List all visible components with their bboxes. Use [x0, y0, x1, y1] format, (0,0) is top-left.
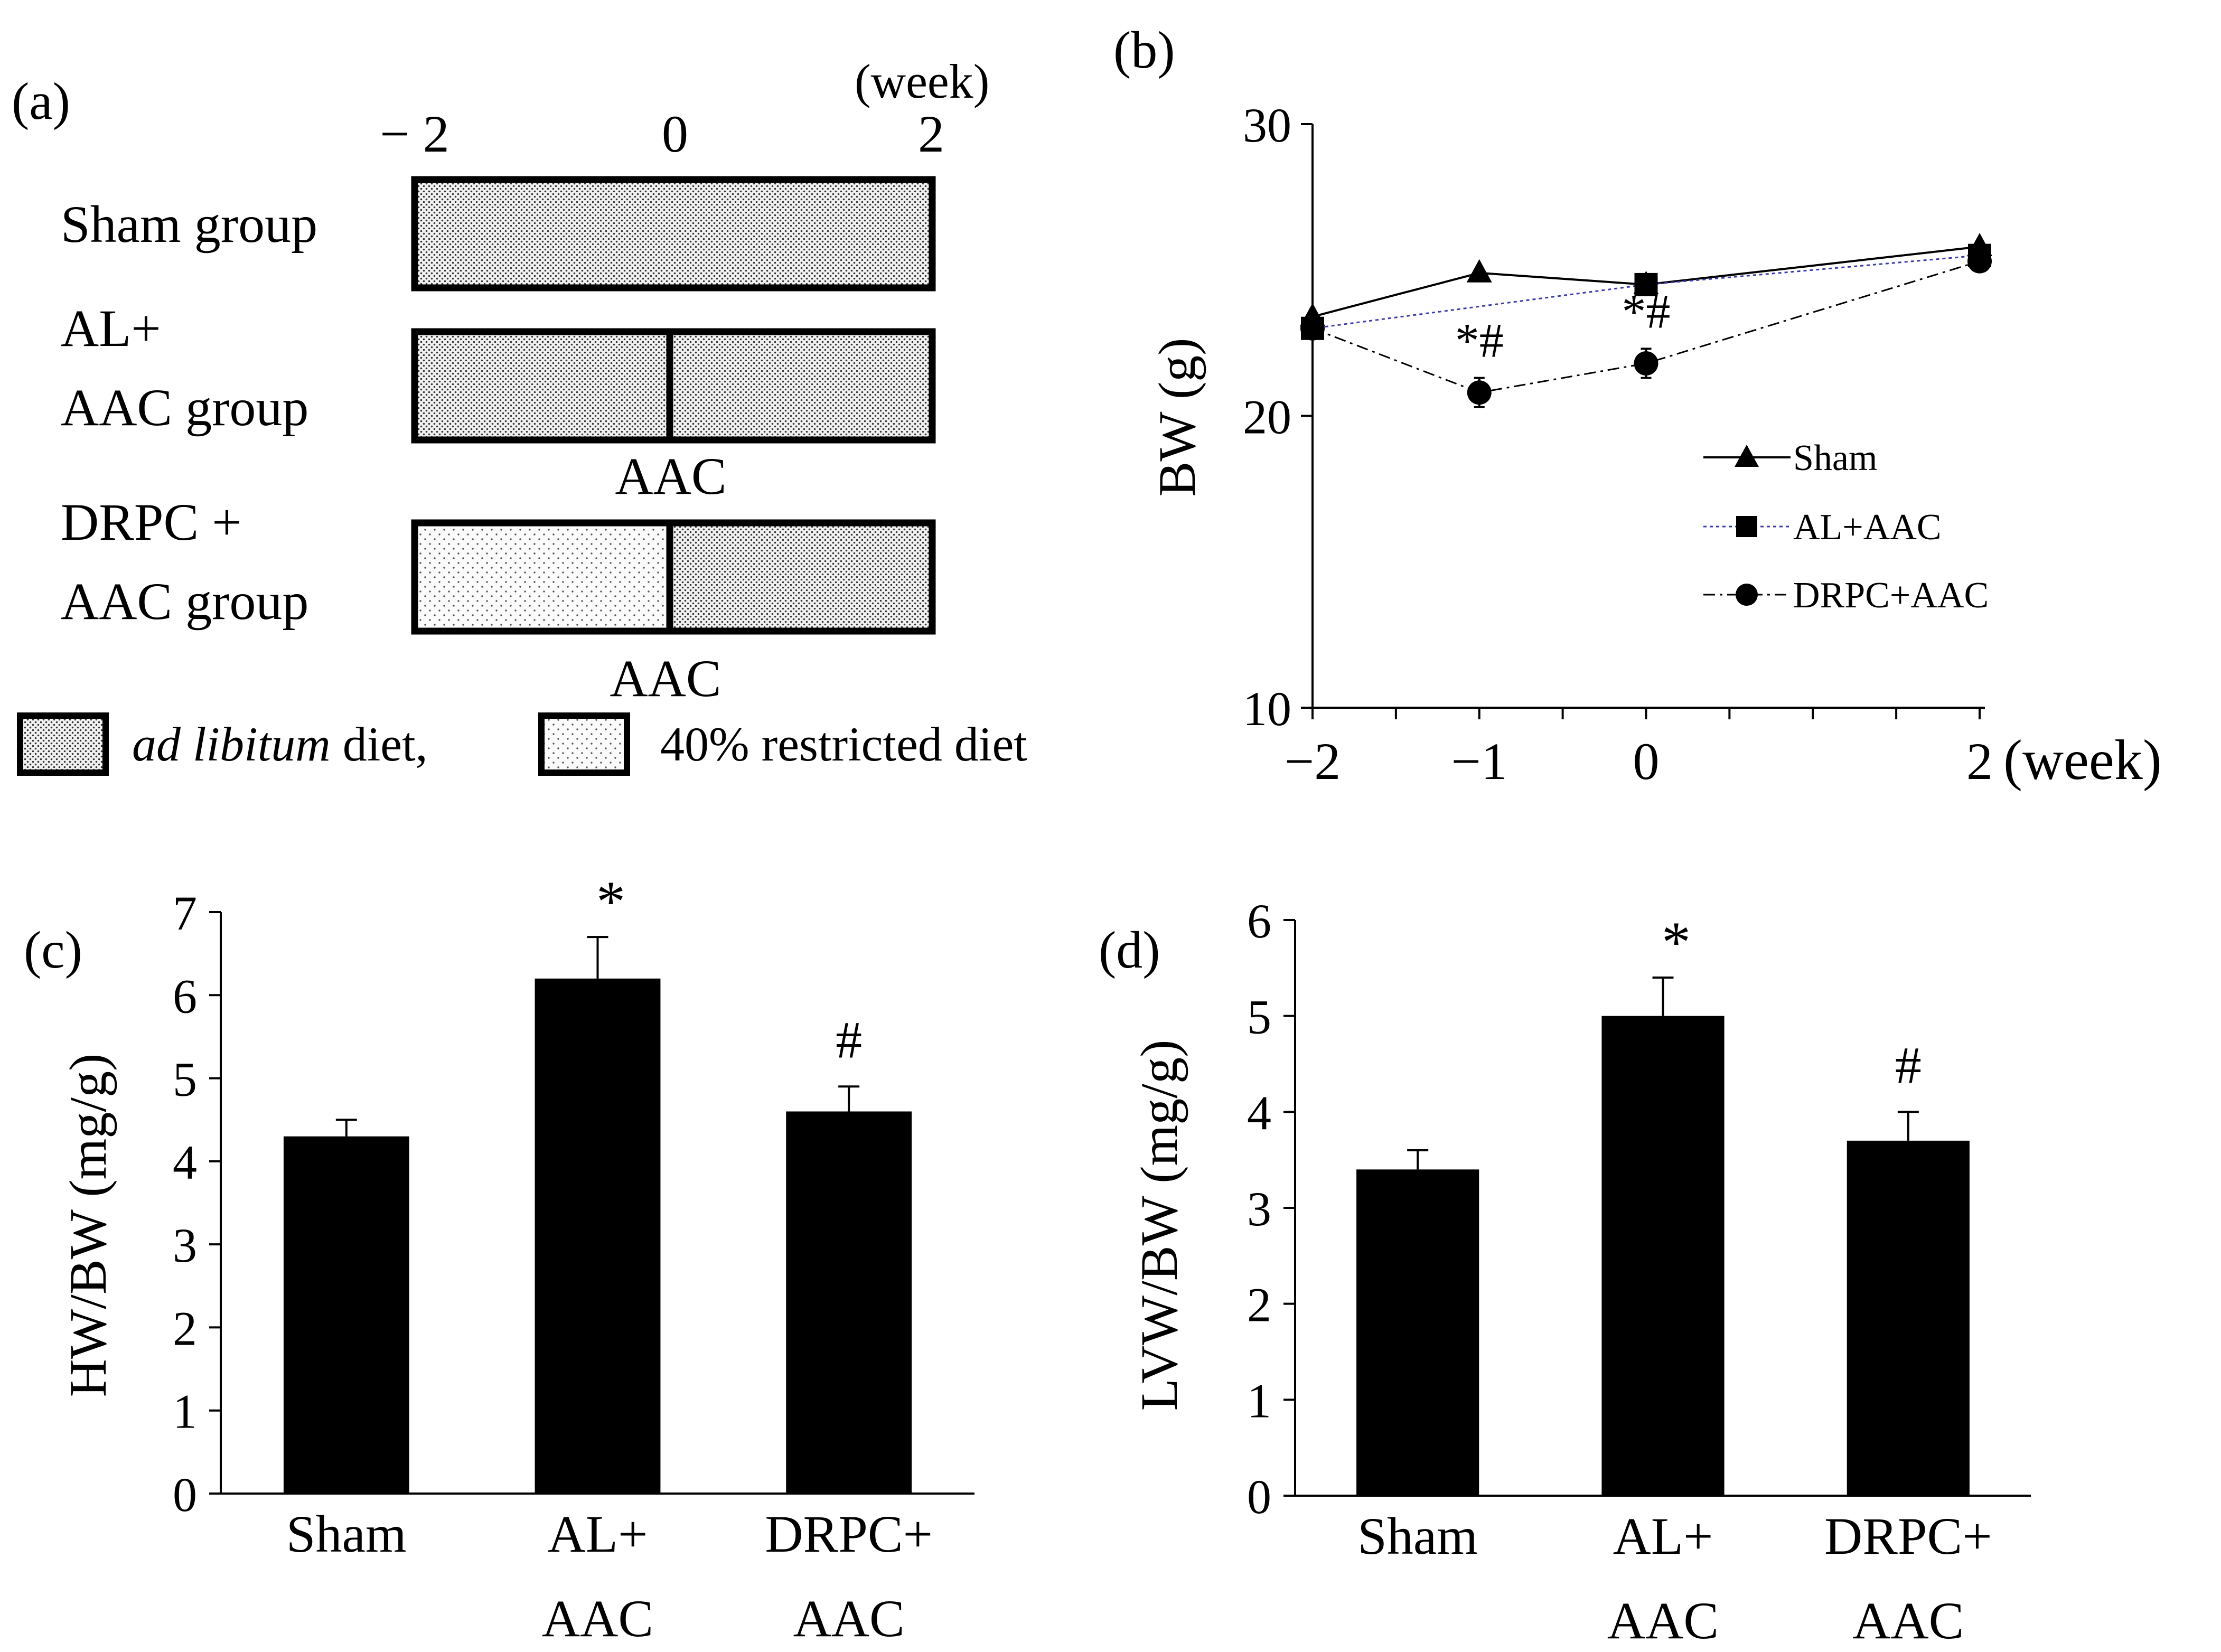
bar-category-label: AL+ — [1613, 1507, 1713, 1565]
bar-category-label: AAC — [1607, 1591, 1719, 1650]
drpc-group-label-line1: DRPC + — [61, 493, 242, 551]
b-point-drpc-aac — [1300, 316, 1325, 341]
bar-category-label: AAC — [542, 1589, 653, 1648]
bar-ytick-label: 2 — [173, 1301, 197, 1355]
bar-0 — [1356, 1169, 1479, 1496]
panel-d-plot: 0 1 2 3 4 5 6 Sham * AL+ AAC # DRPC+ AAC — [1247, 894, 2031, 1650]
drpc-group-label-line2: AAC group — [61, 572, 308, 631]
sham-bar — [411, 176, 936, 292]
b-point-drpc-aac — [1467, 380, 1492, 405]
bar-ytick-label: 4 — [1247, 1086, 1271, 1140]
legend-drpc-label: DRPC+AAC — [1793, 575, 1989, 616]
panel-b-legend: Sham AL+AAC DRPC+AAC — [1703, 438, 1989, 616]
panel-c: (c) HW/BW (mg/g) 0 1 2 3 4 5 6 7 Sham * AL+ AAC # DRP… — [24, 869, 974, 1648]
bar-ytick-label: 6 — [1247, 894, 1271, 948]
al-aac-note: AAC — [615, 447, 726, 505]
b-point-drpc-aac — [1634, 351, 1658, 376]
bar-ytick-label: 4 — [173, 1135, 197, 1189]
bar-category-label: Sham — [1357, 1507, 1478, 1565]
bar-ytick-label: 0 — [173, 1468, 197, 1522]
panel-a-label: (a) — [12, 72, 70, 130]
b-xunit-label: (week) — [2003, 729, 2162, 792]
bar-category-label: AAC — [1852, 1591, 1964, 1650]
al-bar-post — [666, 328, 936, 444]
bar-ytick-label: 6 — [173, 969, 197, 1023]
bar-category-label: AAC — [793, 1589, 905, 1648]
bar-category-label: AL+ — [548, 1505, 648, 1563]
bar-significance-mark: * — [596, 869, 625, 934]
bar-2 — [786, 1111, 912, 1494]
legend-al-label: AL+AAC — [1793, 507, 1942, 548]
b-point-sham — [1466, 259, 1492, 283]
bar-significance-mark: # — [836, 1010, 862, 1069]
b-ytick-label: 20 — [1243, 390, 1291, 444]
panel-a-tick-0: − 2 — [380, 105, 449, 163]
b-series-line-0 — [1312, 246, 1980, 318]
al-bar-pre — [411, 328, 673, 444]
b-significance-mark: *# — [1455, 314, 1504, 368]
bar-ytick-label: 1 — [173, 1385, 197, 1439]
b-xtick-label: 2 — [1966, 732, 1993, 791]
bar-category-label: Sham — [286, 1505, 407, 1563]
legend-restricted-swatch — [538, 712, 630, 776]
panel-c-ylabel: HW/BW (mg/g) — [59, 1054, 117, 1397]
legend-adlib-label: ad libitum diet, — [132, 717, 428, 771]
b-significance-mark: *# — [1622, 284, 1671, 338]
bar-ytick-label: 5 — [173, 1053, 197, 1106]
bar-ytick-label: 7 — [173, 886, 197, 940]
bar-category-label: DRPC+ — [765, 1505, 933, 1563]
bar-category-label: DRPC+ — [1824, 1507, 1992, 1565]
drpc-aac-note: AAC — [610, 649, 721, 708]
panel-a: (a) (week) − 2 0 2 Sham group AL+ AAC gr… — [12, 54, 1027, 776]
b-xtick-label: −2 — [1285, 732, 1341, 791]
legend-sham-marker — [1735, 445, 1759, 467]
b-point-al-aac — [1634, 273, 1658, 296]
panel-a-tick-2: 2 — [918, 105, 944, 163]
panel-a-week-unit: (week) — [855, 54, 989, 108]
b-point-drpc-aac — [1967, 249, 1992, 274]
bar-0 — [283, 1136, 409, 1494]
al-group-label-line1: AL+ — [61, 299, 161, 358]
bar-ytick-label: 3 — [173, 1218, 197, 1272]
panel-b-ylabel: BW (g) — [1148, 338, 1206, 497]
legend-adlib-swatch — [17, 712, 109, 776]
bar-ytick-label: 0 — [1247, 1470, 1271, 1524]
drpc-bar-post — [666, 519, 936, 635]
panel-d-label: (d) — [1099, 921, 1160, 979]
panel-b: (b) BW (g) 10 20 30 −2 −1 0 2 (week) *# *# Sham A… — [1113, 21, 2162, 792]
b-series-line-2 — [1312, 260, 1980, 393]
legend-sham-label: Sham — [1793, 438, 1877, 478]
legend-restricted-label: 40% restricted diet — [660, 717, 1027, 771]
b-xtick-label: −1 — [1451, 732, 1507, 791]
panel-b-label: (b) — [1113, 21, 1175, 79]
panel-c-label: (c) — [24, 921, 82, 979]
bar-ytick-label: 5 — [1247, 990, 1271, 1044]
b-ytick-label: 10 — [1243, 682, 1291, 736]
bar-2 — [1847, 1140, 1970, 1496]
sham-group-label: Sham group — [61, 195, 317, 254]
bar-1 — [535, 978, 661, 1494]
al-group-label-line2: AAC group — [61, 378, 308, 437]
bar-1 — [1601, 1016, 1725, 1496]
panel-d: (d) LVW/BW (mg/g) 0 1 2 3 4 5 6 Sham * AL+ AAC # DRP… — [1099, 894, 2031, 1650]
drpc-bar-pre — [411, 519, 673, 635]
panel-b-plot: 10 20 30 −2 −1 0 2 (week) *# *# — [1243, 98, 2162, 792]
b-ytick-label: 30 — [1243, 98, 1291, 152]
b-xtick-label: 0 — [1633, 732, 1660, 791]
legend-al-marker — [1736, 516, 1757, 537]
bar-ytick-label: 1 — [1247, 1374, 1271, 1428]
panel-c-plot: 0 1 2 3 4 5 6 7 Sham * AL+ AAC # DRPC+ AAC — [173, 869, 974, 1648]
bar-significance-mark: * — [1662, 910, 1691, 974]
panel-a-tick-1: 0 — [662, 105, 688, 163]
bar-ytick-label: 3 — [1247, 1182, 1271, 1236]
legend-drpc-marker — [1736, 584, 1758, 606]
panel-d-ylabel: LVW/BW (mg/g) — [1130, 1040, 1188, 1411]
bar-ytick-label: 2 — [1247, 1278, 1271, 1332]
bar-significance-mark: # — [1895, 1036, 1922, 1094]
